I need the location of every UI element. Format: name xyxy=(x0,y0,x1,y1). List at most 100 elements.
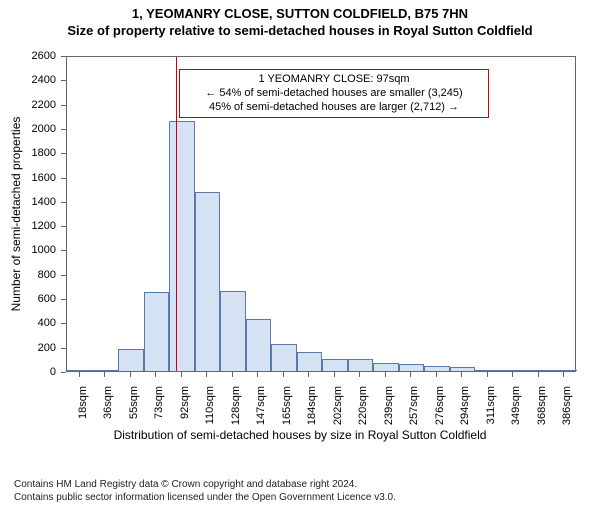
y-tick-mark xyxy=(61,105,66,106)
y-tick-label: 0 xyxy=(0,366,56,378)
y-tick-label: 2400 xyxy=(0,74,56,86)
y-tick-label: 1200 xyxy=(0,220,56,232)
x-tick-mark xyxy=(181,372,182,377)
y-tick-mark xyxy=(61,348,66,349)
histogram-bar xyxy=(399,364,425,371)
x-tick-mark xyxy=(563,372,564,377)
x-tick-label: 368sqm xyxy=(536,386,548,425)
histogram-bar xyxy=(220,291,246,371)
histogram-bar xyxy=(195,192,221,371)
y-tick-mark xyxy=(61,153,66,154)
x-tick-label: 184sqm xyxy=(306,386,318,425)
x-tick-mark xyxy=(232,372,233,377)
y-tick-label: 800 xyxy=(0,269,56,281)
y-tick-label: 1600 xyxy=(0,172,56,184)
y-tick-label: 2600 xyxy=(0,50,56,62)
x-tick-label: 202sqm xyxy=(332,386,344,425)
x-tick-label: 92sqm xyxy=(179,386,191,419)
histogram-bar xyxy=(93,370,119,371)
y-tick-mark xyxy=(61,250,66,251)
histogram-bar xyxy=(144,292,170,371)
annotation-line: ← 54% of semi-detached houses are smalle… xyxy=(186,87,482,101)
x-tick-mark xyxy=(385,372,386,377)
histogram-bar xyxy=(271,344,297,371)
x-tick-mark xyxy=(155,372,156,377)
annotation-line: 1 YEOMANRY CLOSE: 97sqm xyxy=(186,73,482,87)
histogram-bar xyxy=(67,370,93,371)
y-tick-label: 1800 xyxy=(0,147,56,159)
x-tick-label: 276sqm xyxy=(434,386,446,425)
x-tick-label: 55sqm xyxy=(128,386,140,419)
y-tick-mark xyxy=(61,129,66,130)
x-tick-mark xyxy=(410,372,411,377)
annotation-box: 1 YEOMANRY CLOSE: 97sqm← 54% of semi-det… xyxy=(179,69,489,118)
x-tick-mark xyxy=(283,372,284,377)
x-tick-label: 220sqm xyxy=(357,386,369,425)
y-tick-mark xyxy=(61,56,66,57)
x-tick-label: 386sqm xyxy=(561,386,573,425)
x-tick-mark xyxy=(538,372,539,377)
y-tick-label: 200 xyxy=(0,342,56,354)
y-tick-label: 2000 xyxy=(0,123,56,135)
x-axis-label: Distribution of semi-detached houses by … xyxy=(0,428,600,442)
x-tick-mark xyxy=(487,372,488,377)
y-tick-label: 1400 xyxy=(0,196,56,208)
x-tick-mark xyxy=(104,372,105,377)
histogram-bar xyxy=(450,367,476,371)
x-tick-mark xyxy=(130,372,131,377)
x-tick-label: 257sqm xyxy=(408,386,420,425)
histogram-bar xyxy=(475,370,501,371)
y-tick-mark xyxy=(61,372,66,373)
footer-line2: Contains public sector information licen… xyxy=(14,492,586,505)
x-tick-label: 349sqm xyxy=(510,386,522,425)
y-tick-mark xyxy=(61,202,66,203)
histogram-bar xyxy=(118,349,144,371)
x-tick-label: 128sqm xyxy=(230,386,242,425)
histogram-bar xyxy=(526,370,552,371)
reference-line xyxy=(176,57,177,371)
annotation-line: 45% of semi-detached houses are larger (… xyxy=(186,101,482,115)
x-tick-label: 36sqm xyxy=(102,386,114,419)
histogram-bar xyxy=(501,370,527,371)
y-tick-mark xyxy=(61,226,66,227)
y-tick-label: 600 xyxy=(0,293,56,305)
y-axis-label: Number of semi-detached properties xyxy=(9,117,23,312)
y-tick-label: 400 xyxy=(0,317,56,329)
y-tick-mark xyxy=(61,323,66,324)
page-subtitle: Size of property relative to semi-detach… xyxy=(0,23,600,38)
histogram-bar xyxy=(297,352,323,371)
y-tick-mark xyxy=(61,80,66,81)
x-tick-mark xyxy=(257,372,258,377)
histogram-bar xyxy=(169,121,195,371)
x-tick-label: 311sqm xyxy=(485,386,497,424)
x-tick-mark xyxy=(206,372,207,377)
x-tick-label: 147sqm xyxy=(255,386,267,425)
x-tick-label: 294sqm xyxy=(459,386,471,425)
x-tick-mark xyxy=(461,372,462,377)
x-tick-mark xyxy=(359,372,360,377)
x-tick-mark xyxy=(334,372,335,377)
y-tick-label: 1000 xyxy=(0,244,56,256)
attribution-footer: Contains HM Land Registry data © Crown c… xyxy=(0,479,600,504)
x-tick-mark xyxy=(308,372,309,377)
x-tick-mark xyxy=(436,372,437,377)
histogram-bar xyxy=(322,359,348,371)
x-tick-label: 165sqm xyxy=(281,386,293,425)
plot-area: 1 YEOMANRY CLOSE: 97sqm← 54% of semi-det… xyxy=(66,56,576,372)
x-tick-label: 110sqm xyxy=(204,386,216,424)
page-title: 1, YEOMANRY CLOSE, SUTTON COLDFIELD, B75… xyxy=(0,6,600,21)
y-tick-mark xyxy=(61,178,66,179)
x-tick-label: 73sqm xyxy=(153,386,165,419)
histogram-bar xyxy=(373,363,399,372)
x-tick-mark xyxy=(79,372,80,377)
y-tick-label: 2200 xyxy=(0,99,56,111)
histogram-bar xyxy=(424,366,450,371)
histogram-bar xyxy=(552,370,578,371)
x-tick-label: 239sqm xyxy=(383,386,395,425)
histogram-chart: 1 YEOMANRY CLOSE: 97sqm← 54% of semi-det… xyxy=(0,50,600,446)
x-tick-label: 18sqm xyxy=(77,386,89,419)
y-tick-mark xyxy=(61,299,66,300)
x-tick-mark xyxy=(512,372,513,377)
y-tick-mark xyxy=(61,275,66,276)
footer-line1: Contains HM Land Registry data © Crown c… xyxy=(14,479,586,492)
